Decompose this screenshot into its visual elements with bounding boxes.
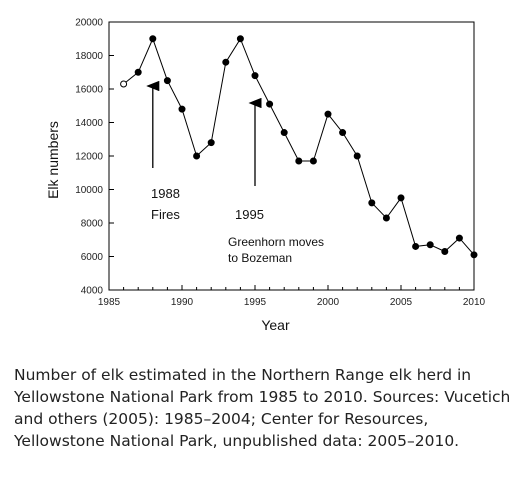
data-point — [353, 152, 361, 160]
data-point — [397, 194, 405, 202]
x-tick-label: 1995 — [244, 297, 267, 308]
y-tick-label: 12000 — [75, 152, 103, 163]
data-point — [149, 35, 157, 43]
annotations: 1988 Fires 1995 Greenhorn moves to Bozeman — [146, 80, 324, 265]
data-point — [266, 100, 274, 108]
data-point — [222, 58, 230, 66]
data-point — [339, 129, 347, 137]
data-point — [455, 234, 463, 242]
data-point — [178, 105, 186, 113]
data-point — [134, 68, 142, 76]
annotation-1988-year: 1988 — [151, 186, 180, 201]
data-point — [251, 72, 259, 80]
plot-frame — [108, 21, 475, 291]
y-tick-label: 10000 — [75, 185, 103, 196]
data-point — [295, 157, 303, 165]
y-tick-label: 20000 — [75, 18, 103, 29]
y-tick-label: 14000 — [75, 118, 103, 129]
axes: 4000 6000 8000 10000 12000 14000 16000 18000 200… — [45, 18, 486, 334]
x-tick-label: 2005 — [390, 297, 413, 308]
data-point — [368, 199, 376, 207]
data-point — [309, 157, 317, 165]
annotation-1988-label: Fires — [151, 207, 180, 222]
y-tick-label: 6000 — [81, 252, 104, 263]
elk-line — [123, 37, 475, 256]
x-tick-label: 1990 — [171, 297, 194, 308]
y-tick-label: 8000 — [81, 219, 104, 230]
data-point — [207, 139, 215, 147]
y-tick-label: 4000 — [81, 286, 104, 297]
data-point — [280, 129, 288, 137]
annotation-1995-line-1: Greenhorn moves — [228, 235, 324, 249]
annotation-1995-year: 1995 — [235, 207, 264, 222]
data-points — [120, 35, 478, 259]
series-line — [123, 37, 475, 256]
x-tick-label: 2010 — [463, 297, 486, 308]
data-point — [426, 241, 434, 249]
annotation-1995-line-2: to Bozeman — [228, 251, 292, 265]
data-point — [441, 247, 449, 255]
data-point-open — [120, 80, 128, 88]
y-tick-label: 18000 — [75, 51, 103, 62]
data-point — [382, 214, 390, 222]
data-point — [470, 251, 478, 259]
y-axis-title: Elk numbers — [45, 121, 61, 199]
data-point — [412, 242, 420, 250]
figure-caption: Number of elk estimated in the Northern … — [14, 366, 511, 450]
data-point — [163, 77, 171, 85]
elk-chart: 4000 6000 8000 10000 12000 14000 16000 18000 200… — [45, 18, 486, 334]
data-point — [324, 110, 332, 118]
x-axis-title: Year — [261, 317, 290, 333]
data-point — [236, 35, 244, 43]
y-tick-label: 16000 — [75, 85, 103, 96]
x-tick-label: 1985 — [98, 297, 121, 308]
data-point — [193, 152, 201, 160]
x-tick-label: 2000 — [317, 297, 340, 308]
